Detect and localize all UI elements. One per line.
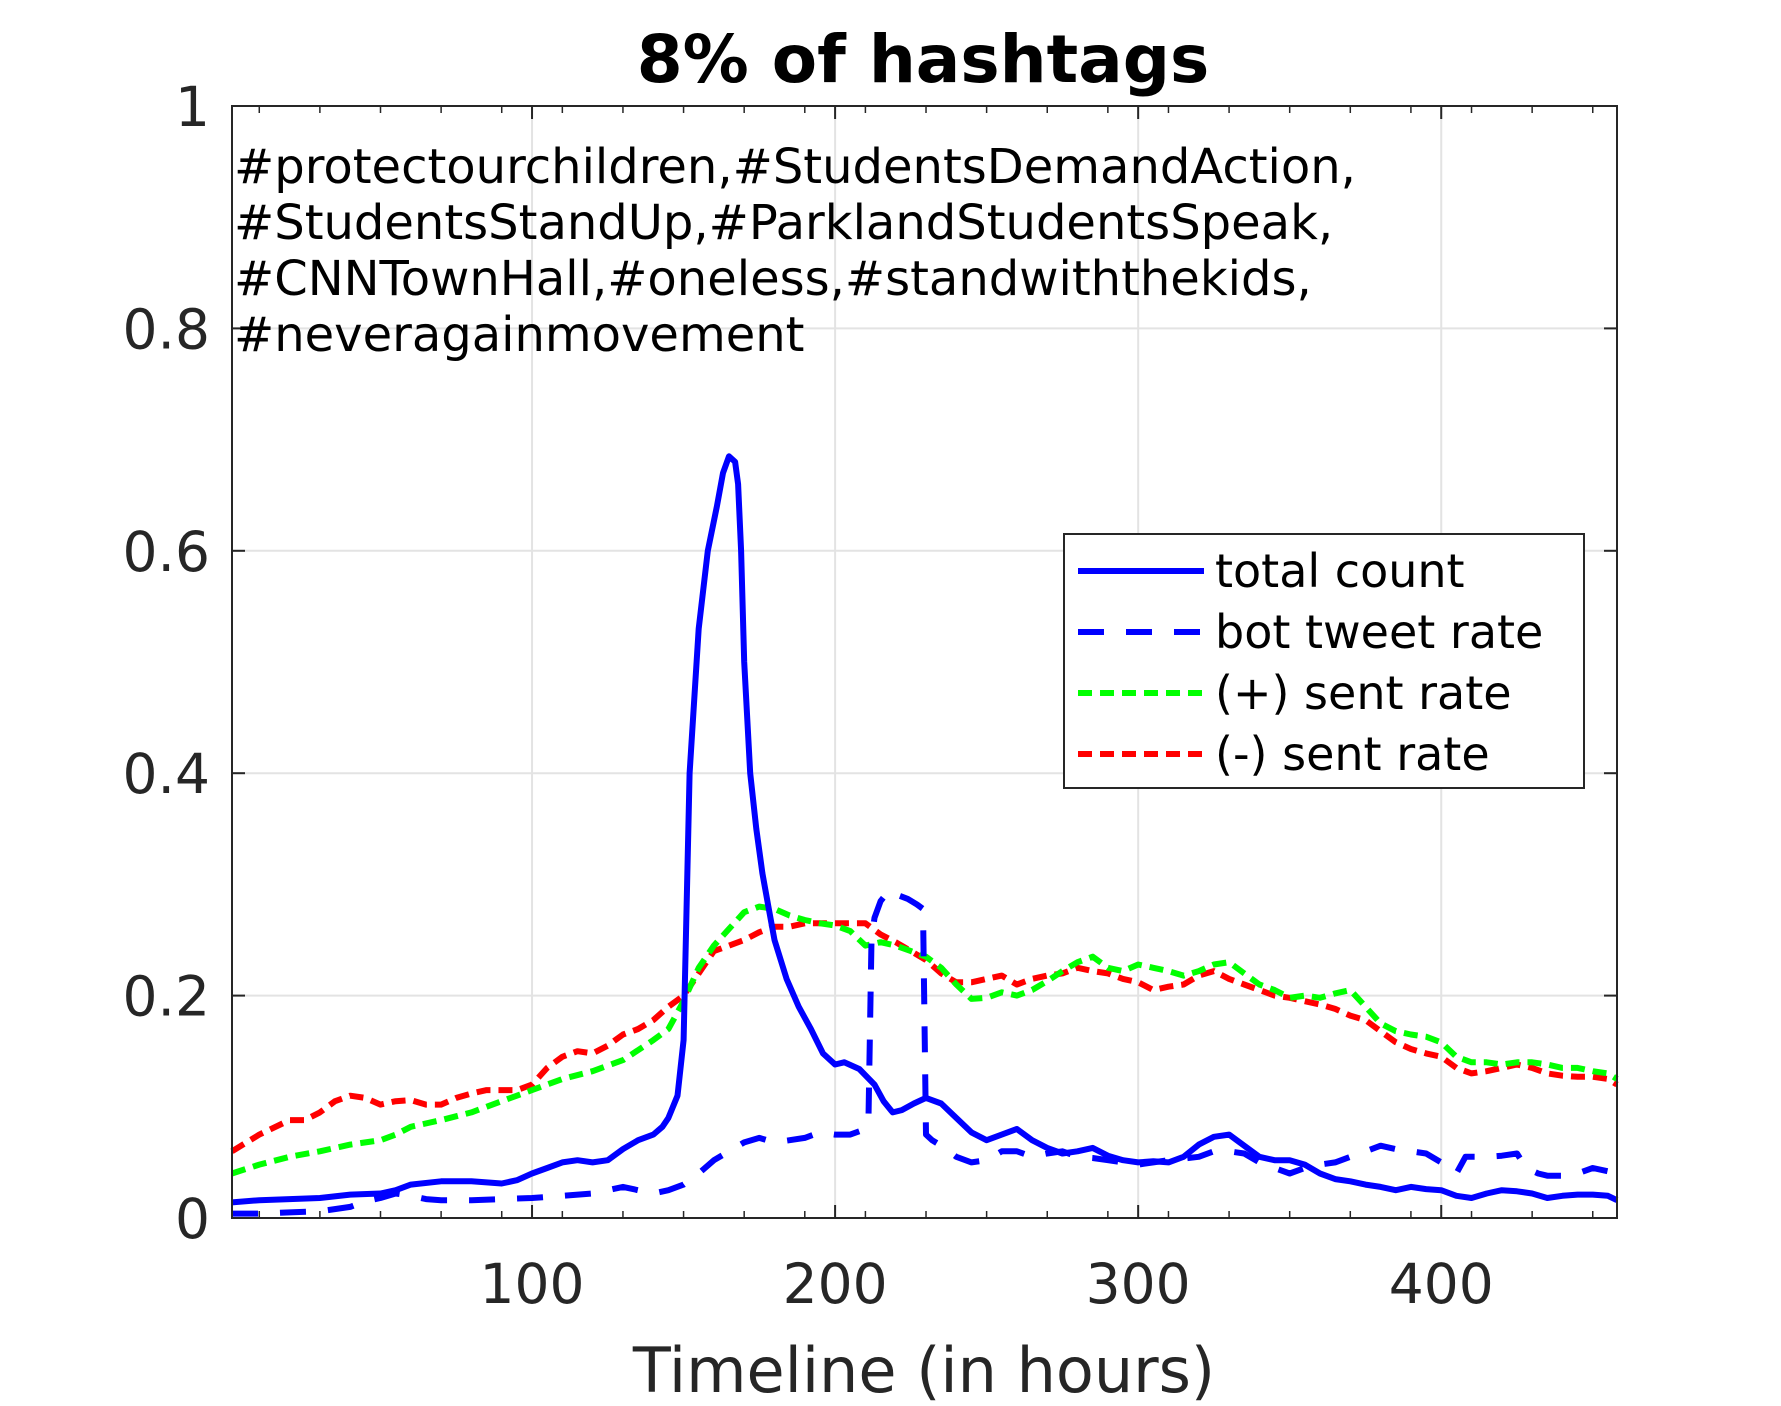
series-line-total-count <box>231 453 1619 1206</box>
axes-box <box>231 105 1618 1219</box>
legend: total count bot tweet rate (+) sent rate (-… <box>1063 533 1585 789</box>
x-tick-label: 100 <box>480 1252 585 1316</box>
legend-box <box>1063 533 1585 789</box>
legend-label-bot-tweet-rate: bot tweet rate <box>1215 605 1543 659</box>
hashtag-annotation: #protectourchildren,#StudentsDemandActio… <box>234 139 1356 363</box>
annotation-line: #neveragainmovement <box>234 307 805 363</box>
series-layer <box>230 453 1619 1217</box>
x-tick-labels: 100 200 300 400 <box>480 1252 1494 1316</box>
series-line-bot-tweet-rate <box>232 887 1619 1217</box>
x-tick-label: 200 <box>783 1252 888 1316</box>
annotation-line: #StudentsStandUp,#ParklandStudentsSpeak, <box>234 195 1333 251</box>
legend-label-total-count: total count <box>1215 544 1465 598</box>
chart-title: 8% of hashtags <box>637 21 1209 98</box>
y-tick-label: 0.8 <box>123 297 210 361</box>
x-tick-label: 400 <box>1389 1252 1494 1316</box>
y-tick-label: 0.2 <box>123 965 210 1029</box>
series-line-sent-rate <box>231 903 1619 1177</box>
y-tick-labels: 0 0.2 0.4 0.6 0.8 1 <box>123 75 210 1251</box>
annotation-line: #protectourchildren,#StudentsDemandActio… <box>234 139 1356 195</box>
y-tick-label: 0.4 <box>123 742 210 806</box>
x-tick-label: 300 <box>1086 1252 1191 1316</box>
y-tick-label: 1 <box>175 75 210 139</box>
y-tick-label: 0 <box>175 1187 210 1251</box>
annotation-line: #CNNTownHall,#oneless,#standwiththekids, <box>234 251 1312 307</box>
x-axis-label: Timeline (in hours) <box>632 1334 1215 1406</box>
legend-label-sent-rate: (+) sent rate <box>1215 666 1512 720</box>
series-line-sent-rate <box>230 920 1619 1154</box>
tick-marks <box>232 105 1617 1219</box>
legend-label-sent-rate: (-) sent rate <box>1215 727 1490 781</box>
y-tick-label: 0.6 <box>123 520 210 584</box>
